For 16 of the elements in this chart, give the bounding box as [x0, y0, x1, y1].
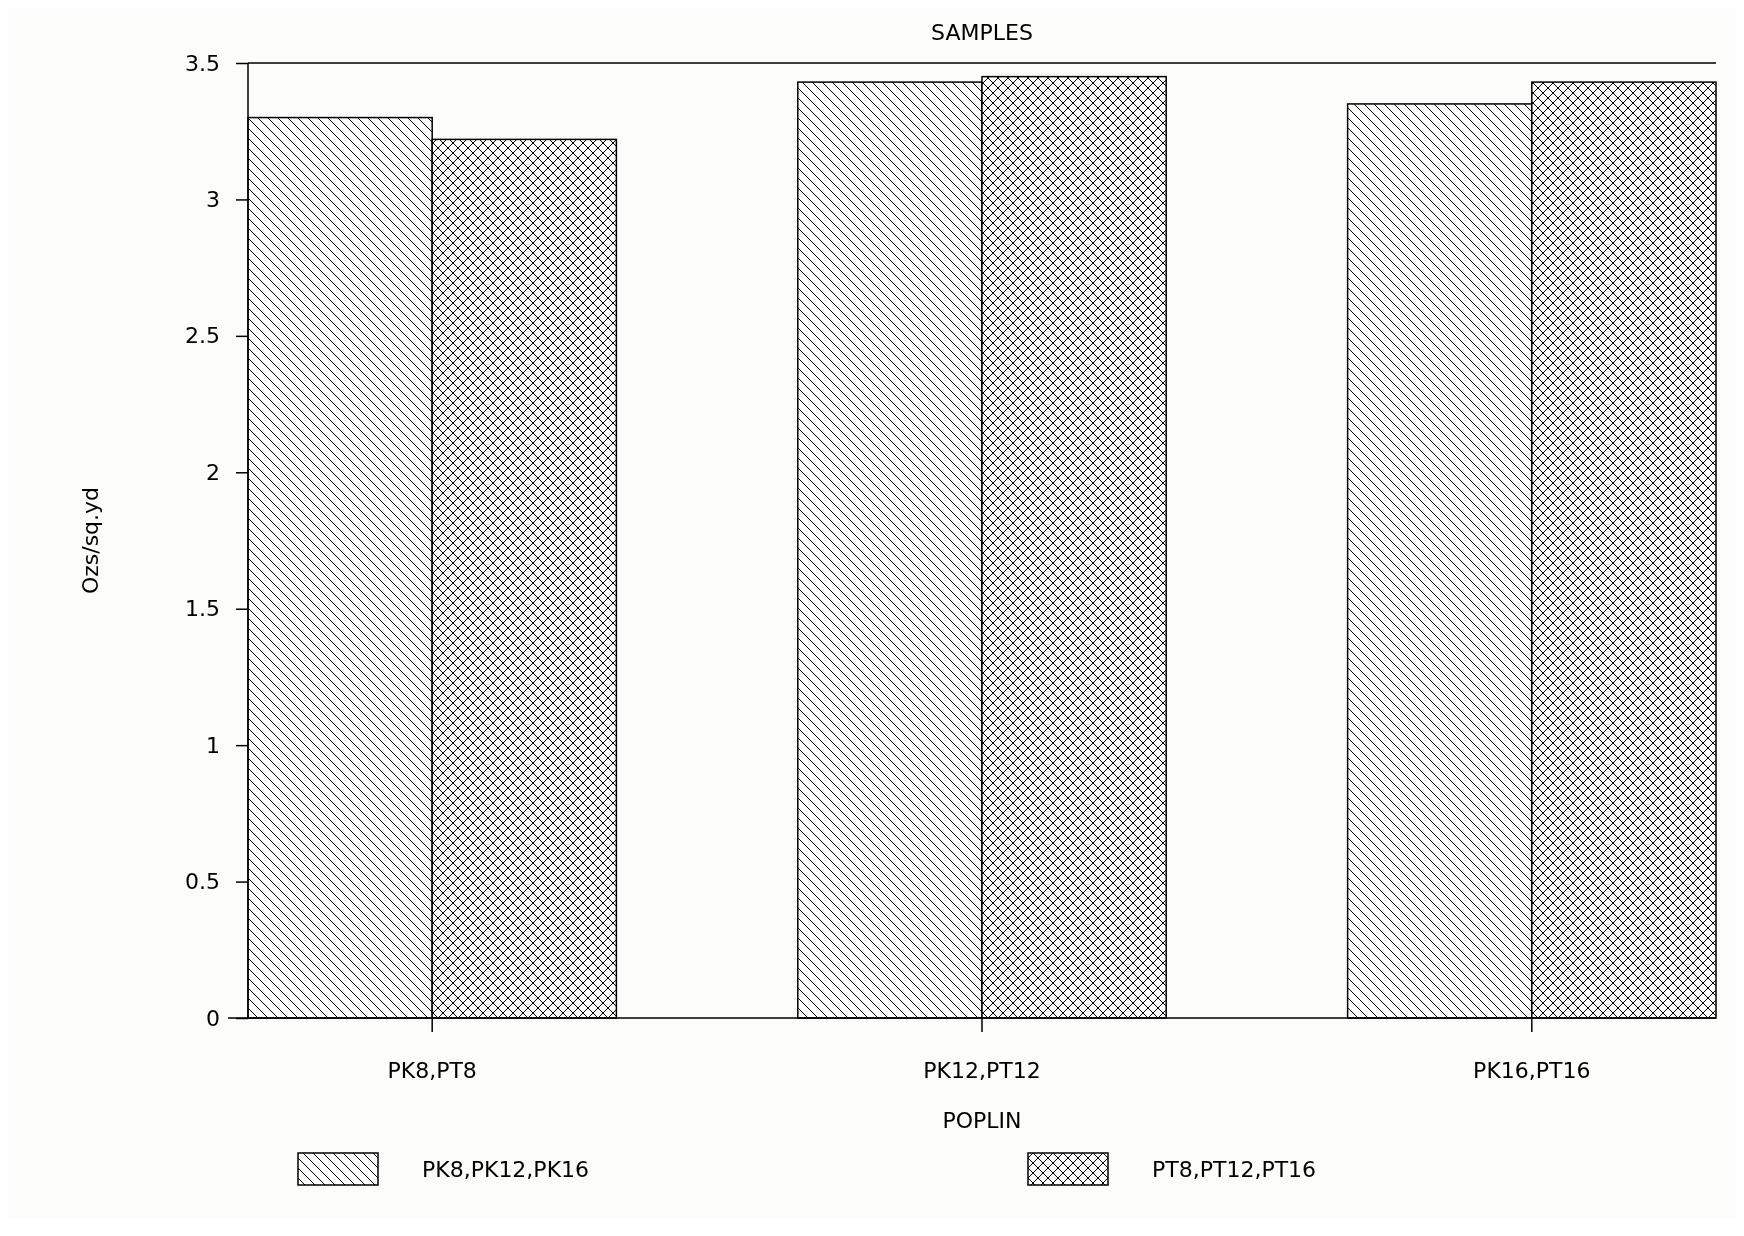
legend-label: PT8,PT12,PT16: [1152, 1156, 1317, 1182]
x-tick-label: PK8,PT8: [387, 1058, 477, 1083]
y-tick-label: 3.5: [185, 50, 220, 76]
y-tick-label: 1.5: [185, 596, 220, 622]
y-tick-label: 1: [206, 732, 220, 758]
y-tick-label: 2: [206, 459, 220, 485]
x-tick-label: PK12,PT12: [923, 1058, 1041, 1083]
y-tick-label: 0: [206, 1005, 220, 1031]
y-tick-label: 0.5: [185, 869, 220, 895]
y-axis-title: Ozs/sq.yd: [78, 486, 103, 595]
y-tick-label: 3: [206, 186, 220, 212]
legend-label: PK8,PK12,PK16: [422, 1156, 590, 1182]
y-tick-label: 2.5: [185, 323, 220, 349]
chart-title: SAMPLES: [931, 20, 1033, 45]
x-tick-label: PK16,PT16: [1473, 1058, 1591, 1083]
x-axis-title: POPLIN: [942, 1108, 1022, 1133]
